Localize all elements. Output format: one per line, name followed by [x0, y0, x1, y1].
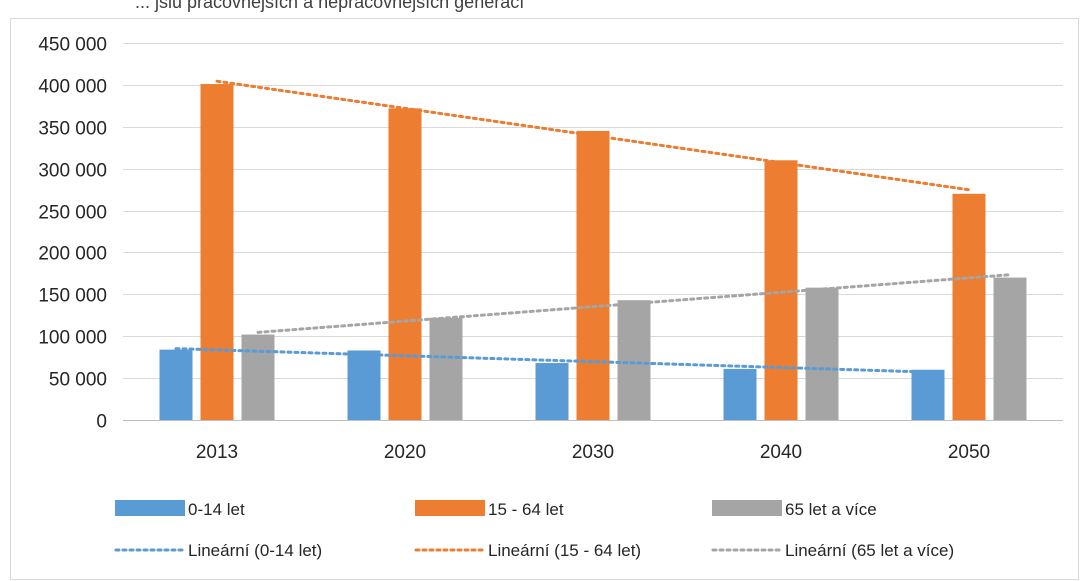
y-tick-label: 200 000	[38, 244, 107, 265]
bar	[388, 108, 422, 420]
bar	[200, 84, 234, 420]
legend-label: 0-14 let	[188, 500, 245, 519]
x-tick-label: 2013	[196, 442, 238, 463]
y-tick-label: 350 000	[38, 119, 107, 140]
legend-label: Lineární (15 - 64 let)	[488, 541, 641, 560]
y-tick-label: 400 000	[38, 77, 107, 98]
bar	[764, 160, 798, 421]
y-tick-label: 100 000	[38, 328, 107, 349]
chart-border	[10, 18, 1079, 580]
legend: 0-14 let 15 - 64 let 65 let a více Lineární…	[114, 500, 954, 560]
y-axis-ticks: 0 50 000 100 000 150 000 200 000 250 000 300 0…	[38, 35, 107, 433]
trendline	[174, 347, 930, 374]
legend-label: Lineární (65 let a více)	[785, 541, 954, 560]
y-tick-label: 50 000	[49, 370, 107, 391]
x-axis-ticks: 2013 2020 2030 2040 2050	[196, 442, 990, 463]
bar	[952, 193, 986, 420]
x-tick-label: 2040	[760, 442, 802, 463]
legend-label: 65 let a více	[785, 500, 877, 519]
y-tick-label: 250 000	[38, 203, 107, 224]
title-fragment: ... jsiu pracovnějších a nepracovnějších…	[135, 0, 524, 12]
bars	[159, 84, 1027, 421]
y-tick-label: 150 000	[38, 286, 107, 307]
legend-swatch	[115, 500, 185, 516]
bar	[805, 287, 839, 420]
x-tick-label: 2050	[948, 442, 990, 463]
bar	[535, 363, 569, 420]
bar	[429, 317, 463, 420]
x-tick-label: 2030	[572, 442, 614, 463]
legend-label: Lineární (0-14 let)	[188, 541, 322, 560]
bar	[617, 300, 651, 420]
bar	[993, 277, 1027, 420]
bar	[347, 350, 381, 420]
y-tick-label: 300 000	[38, 161, 107, 182]
bar	[723, 368, 757, 420]
bar	[159, 349, 193, 420]
x-tick-label: 2020	[384, 442, 426, 463]
legend-swatch	[712, 500, 782, 516]
bar	[241, 334, 275, 420]
bar	[576, 130, 610, 420]
trendline	[256, 273, 1012, 334]
y-tick-label: 0	[96, 412, 107, 433]
trendlines	[174, 79, 1012, 374]
y-tick-label: 450 000	[38, 35, 107, 56]
bar	[911, 369, 945, 420]
legend-label: 15 - 64 let	[488, 500, 564, 519]
legend-swatch	[415, 500, 485, 516]
trendline	[215, 79, 971, 192]
